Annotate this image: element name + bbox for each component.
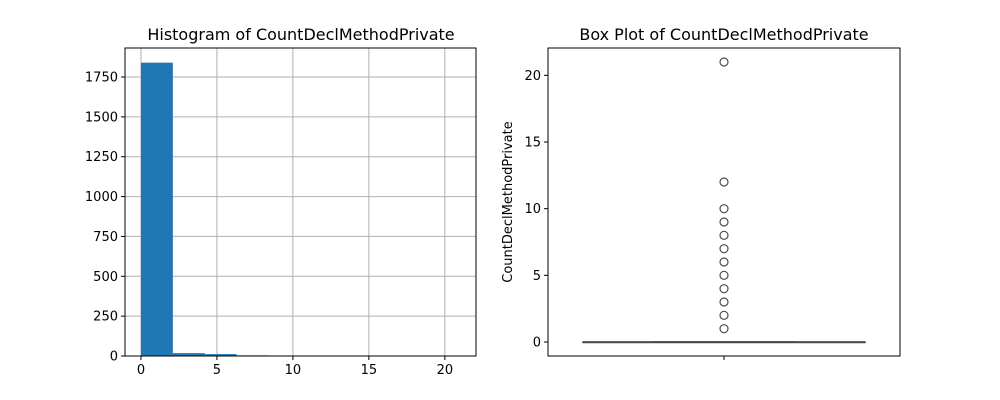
boxplot-outlier-point xyxy=(719,57,729,67)
boxplot-outlier-point xyxy=(719,270,729,280)
histogram-x-tick-label: 0 xyxy=(137,363,145,378)
boxplot-y-tick-label: 15 xyxy=(524,136,541,151)
histogram-panel: Histogram of CountDeclMethodPrivate 0 5 10… xyxy=(85,25,477,378)
boxplot-outlier-point xyxy=(719,230,729,240)
histogram-y-tick-label: 1750 xyxy=(85,71,118,86)
boxplot-y-ticks: 0 5 10 15 20 xyxy=(524,69,548,351)
boxplot-y-tick-label: 0 xyxy=(533,336,541,351)
histogram-x-ticks: 0 5 10 15 20 xyxy=(137,356,453,378)
histogram-axes-frame xyxy=(124,47,477,357)
histogram-x-tick-label: 15 xyxy=(361,363,378,378)
histogram-y-tick-label: 1000 xyxy=(85,190,118,205)
histogram-y-tick-label: 750 xyxy=(93,230,118,245)
boxplot-body xyxy=(582,341,866,344)
histogram-y-tick-label: 1500 xyxy=(85,110,118,125)
boxplot-y-tick-label: 10 xyxy=(524,202,541,217)
boxplot-y-axis-label: CountDeclMethodPrivate xyxy=(501,121,516,282)
histogram-title: Histogram of CountDeclMethodPrivate xyxy=(147,25,454,44)
boxplot-outliers xyxy=(719,57,729,334)
boxplot-y-tick-label: 5 xyxy=(533,269,541,284)
boxplot-outlier-point xyxy=(719,257,729,267)
histogram-y-ticks: 0 250 500 750 1000 1250 1500 1750 xyxy=(85,71,125,365)
boxplot-outlier-point xyxy=(719,297,729,307)
boxplot-outlier-point xyxy=(719,310,729,320)
histogram-y-tick-label: 1250 xyxy=(85,150,118,165)
histogram-x-tick-label: 20 xyxy=(437,363,454,378)
histogram-bars xyxy=(140,62,461,357)
boxplot-outlier-point xyxy=(719,177,729,187)
histogram-y-tick-label: 0 xyxy=(110,350,118,365)
histogram-y-tick-label: 250 xyxy=(93,310,118,325)
boxplot-outlier-point xyxy=(719,324,729,334)
boxplot-outlier-point xyxy=(719,217,729,227)
boxplot-outlier-point xyxy=(719,284,729,294)
histogram-bar xyxy=(140,62,173,357)
boxplot-outlier-point xyxy=(719,204,729,214)
histogram-bar xyxy=(172,353,205,356)
boxplot-y-tick-label: 20 xyxy=(524,69,541,84)
histogram-x-tick-label: 10 xyxy=(285,363,302,378)
boxplot-outlier-point xyxy=(719,244,729,254)
histogram-x-tick-label: 5 xyxy=(213,363,221,378)
histogram-y-tick-label: 500 xyxy=(93,270,118,285)
boxplot-title: Box Plot of CountDeclMethodPrivate xyxy=(579,25,868,44)
boxplot-panel: Box Plot of CountDeclMethodPrivate Count… xyxy=(501,25,901,360)
histogram-bar xyxy=(204,354,237,356)
